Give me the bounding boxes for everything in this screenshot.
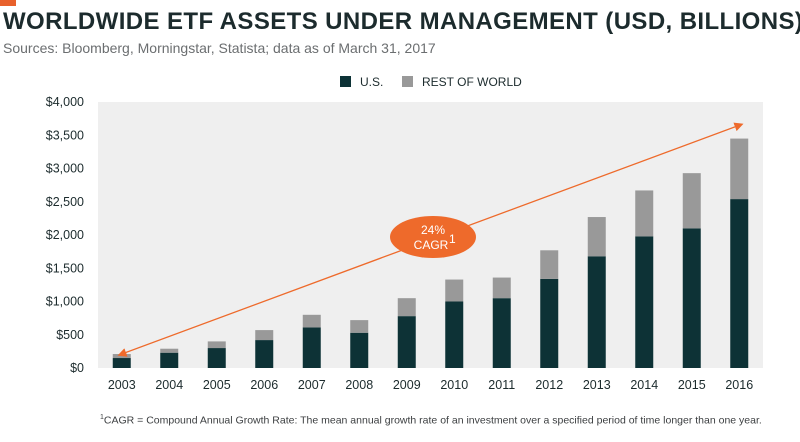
accent-bar <box>0 0 16 6</box>
x-tick-label: 2016 <box>725 378 753 392</box>
x-tick-label: 2013 <box>583 378 611 392</box>
bar-rest-of-world <box>112 354 131 359</box>
y-tick-label: $1,000 <box>46 295 84 309</box>
cagr-annotation: 24%CAGR 1 <box>117 122 744 357</box>
x-tick-label: 2003 <box>108 378 136 392</box>
bar-rest-of-world <box>587 217 606 257</box>
bar-us <box>397 316 416 368</box>
cagr-bubble <box>390 216 476 258</box>
bar-rest-of-world <box>255 330 274 341</box>
y-tick-label: $4,000 <box>46 95 84 109</box>
x-tick-label: 2012 <box>535 378 563 392</box>
y-tick-label: $2,000 <box>46 228 84 242</box>
bar-us <box>302 327 321 368</box>
bar-us <box>160 352 179 368</box>
y-tick-label: $0 <box>70 361 84 375</box>
bar-us <box>492 298 511 368</box>
y-tick-label: $3,500 <box>46 128 84 142</box>
x-tick-label: 2014 <box>630 378 658 392</box>
footnote: 1CAGR = Compound Annual Growth Rate: The… <box>100 414 762 427</box>
bar-rest-of-world <box>160 348 179 353</box>
bar-us <box>350 332 369 368</box>
x-tick-label: 2006 <box>250 378 278 392</box>
x-tick-label: 2009 <box>393 378 421 392</box>
bar-us <box>730 199 749 368</box>
y-tick-label: $1,500 <box>46 261 84 275</box>
bar-rest-of-world <box>540 250 559 279</box>
footnote-marker: 1 <box>100 414 104 421</box>
footnote-text: CAGR = Compound Annual Growth Rate: The … <box>103 414 762 427</box>
bar-rest-of-world <box>445 279 464 302</box>
x-tick-label: 2015 <box>678 378 706 392</box>
y-tick-label: $500 <box>56 328 84 342</box>
bar-us <box>587 256 606 368</box>
cagr-name-label: CAGR <box>414 238 449 252</box>
bar-rest-of-world <box>730 138 749 200</box>
x-tick-label: 2008 <box>345 378 373 392</box>
bar-rest-of-world <box>492 277 511 299</box>
bar-us <box>112 358 131 368</box>
bar-us <box>635 236 654 368</box>
bar-us <box>682 228 701 368</box>
legend: U.S. REST OF WORLD <box>340 75 522 89</box>
bar-rest-of-world <box>302 314 321 328</box>
bar-us <box>207 348 226 368</box>
legend-label-us: U.S. <box>360 75 383 89</box>
bar-rest-of-world <box>635 190 654 237</box>
legend-swatch-rest-of-world <box>402 76 413 87</box>
bar-rest-of-world <box>350 320 369 333</box>
bar-us <box>445 301 464 368</box>
x-axis: 2003 2004 2005 2006 2007 2008 2009 2010 2011 2012… <box>108 378 753 392</box>
legend-swatch-us <box>340 76 351 87</box>
bar-us <box>540 278 559 368</box>
chart-subtitle: Sources: Bloomberg, Morningstar, Statist… <box>3 40 436 56</box>
x-tick-label: 2007 <box>298 378 326 392</box>
chart-title: WORLDWIDE ETF ASSETS UNDER MANAGEMENT (U… <box>3 8 800 35</box>
x-tick-label: 2011 <box>488 378 515 392</box>
bar-us <box>255 340 274 368</box>
y-axis: $0 $500 $1,000 $1,500 $2,000 $2,500 $3,000 $3,5… <box>46 95 84 375</box>
cagr-value-label: 24% <box>421 223 445 237</box>
bar-rest-of-world <box>397 298 416 317</box>
x-tick-label: 2004 <box>155 378 183 392</box>
x-tick-label: 2010 <box>440 378 468 392</box>
bar-rest-of-world <box>207 341 226 349</box>
x-tick-label: 2005 <box>203 378 231 392</box>
y-tick-label: $3,000 <box>46 162 84 176</box>
cagr-footnote-marker: 1 <box>449 232 456 246</box>
bar-rest-of-world <box>682 173 701 229</box>
y-tick-label: $2,500 <box>46 195 84 209</box>
legend-label-rest-of-world: REST OF WORLD <box>422 75 522 89</box>
